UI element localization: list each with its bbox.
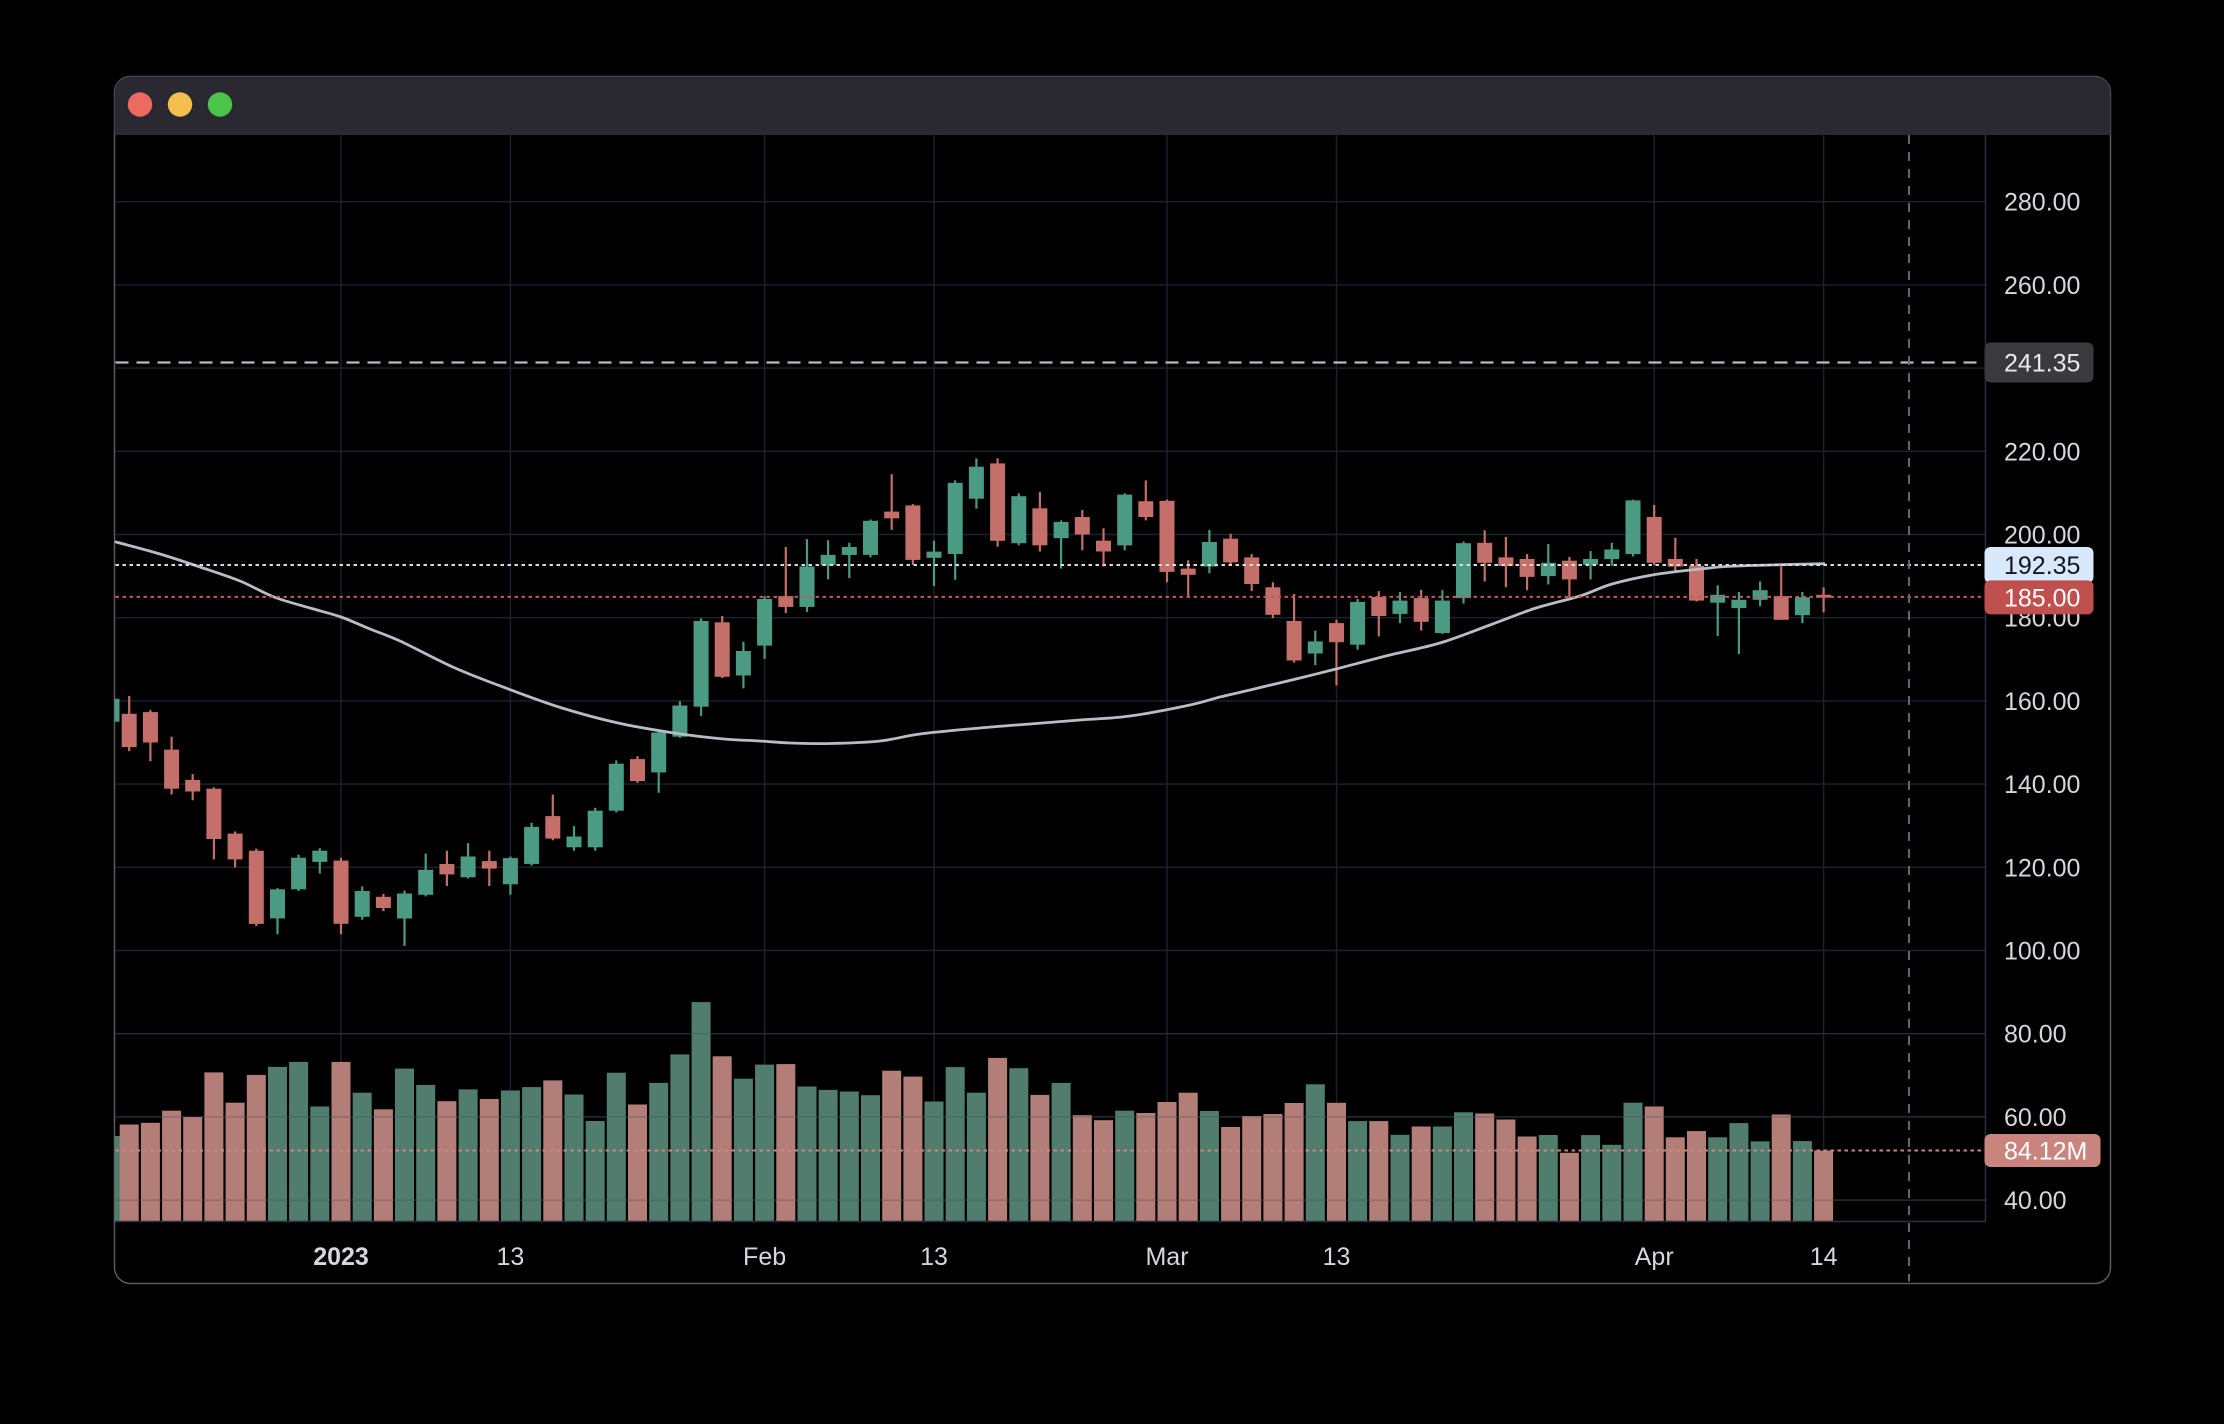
svg-text:13: 13 xyxy=(1323,1243,1351,1271)
svg-text:140.00: 140.00 xyxy=(2004,771,2080,799)
svg-text:84.12M: 84.12M xyxy=(2004,1138,2087,1166)
svg-text:260.00: 260.00 xyxy=(2004,272,2080,300)
svg-text:40.00: 40.00 xyxy=(2004,1187,2067,1215)
svg-text:280.00: 280.00 xyxy=(2004,189,2080,217)
svg-text:2023: 2023 xyxy=(313,1243,369,1271)
svg-text:80.00: 80.00 xyxy=(2004,1021,2067,1049)
svg-text:Mar: Mar xyxy=(1145,1243,1188,1271)
svg-text:13: 13 xyxy=(920,1243,948,1271)
svg-text:192.35: 192.35 xyxy=(2004,552,2080,580)
svg-text:Feb: Feb xyxy=(743,1243,786,1271)
svg-text:241.35: 241.35 xyxy=(2004,350,2080,378)
svg-text:220.00: 220.00 xyxy=(2004,438,2080,466)
svg-text:120.00: 120.00 xyxy=(2004,854,2080,882)
svg-text:13: 13 xyxy=(496,1243,524,1271)
svg-text:200.00: 200.00 xyxy=(2004,522,2080,550)
svg-text:14: 14 xyxy=(1810,1243,1838,1271)
svg-text:185.00: 185.00 xyxy=(2004,584,2080,612)
svg-text:100.00: 100.00 xyxy=(2004,938,2080,966)
svg-text:160.00: 160.00 xyxy=(2004,688,2080,716)
svg-text:60.00: 60.00 xyxy=(2004,1104,2067,1132)
svg-text:Apr: Apr xyxy=(1635,1243,1674,1271)
